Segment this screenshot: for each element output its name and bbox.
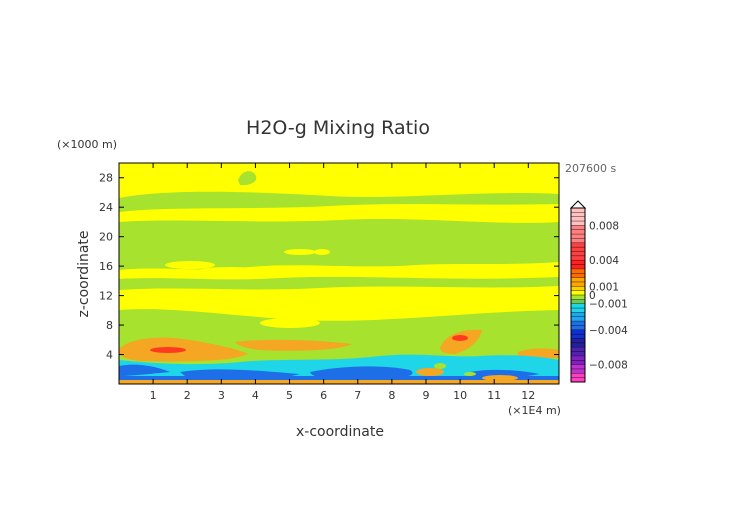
chart-title: H2O-g Mixing Ratio xyxy=(246,117,430,139)
colorbar-label: 0.001 xyxy=(589,281,619,293)
x-tick-label: 1 xyxy=(150,389,157,402)
colorbar-segment xyxy=(571,290,585,295)
x-unit-label: (×1E4 m) xyxy=(508,404,561,417)
colorbar-frame xyxy=(570,207,586,383)
y-tick-label: 20 xyxy=(99,231,113,244)
x-axis-label: x-coordinate xyxy=(296,424,384,440)
colorbar-label: 0.008 xyxy=(589,220,619,232)
y-tick-label: 28 xyxy=(99,172,113,185)
x-axis: 1 2 3 4 5 6 7 8 9 10 11 12 xyxy=(150,163,535,402)
x-tick-label: 3 xyxy=(218,389,225,402)
colorbar-label: 0.004 xyxy=(589,255,619,267)
x-tick-label: 12 xyxy=(521,389,535,402)
plot-frame xyxy=(118,162,560,385)
y-tick-label: 24 xyxy=(99,201,113,214)
red-cores xyxy=(150,335,468,353)
x-tick-label: 11 xyxy=(487,389,501,402)
y-unit-label: (×1000 m) xyxy=(57,138,117,151)
y-axis: 4 8 12 16 20 24 28 xyxy=(99,172,559,362)
y-tick-label: 16 xyxy=(99,260,113,273)
colorbar-label: −0.004 xyxy=(589,325,628,337)
surface-orange xyxy=(119,368,559,384)
time-label: 207600 s xyxy=(565,162,616,175)
x-tick-label: 5 xyxy=(286,389,293,402)
colorbar-label: 0 xyxy=(589,290,596,302)
colorbar-label: −0.008 xyxy=(589,360,628,372)
x-tick-label: 9 xyxy=(422,389,429,402)
x-tick-label: 10 xyxy=(453,389,467,402)
colorbar-label: −0.001 xyxy=(589,299,628,311)
yellow-islands xyxy=(165,249,385,328)
colorbar-segment xyxy=(571,299,585,304)
x-tick-label: 7 xyxy=(354,389,361,402)
x-tick-label: 8 xyxy=(388,389,395,402)
y-tick-label: 4 xyxy=(106,349,113,362)
surface-green xyxy=(434,363,476,376)
y-axis-label: z-coordinate xyxy=(76,230,92,317)
colorbar-overflow-arrow xyxy=(569,200,587,209)
y-tick-label: 8 xyxy=(106,319,113,332)
x-tick-label: 2 xyxy=(184,389,191,402)
x-tick-label: 4 xyxy=(252,389,259,402)
colorbar-segment xyxy=(571,286,585,291)
colorbar-segment xyxy=(571,295,585,300)
x-tick-label: 6 xyxy=(320,389,327,402)
plot-area xyxy=(119,163,559,384)
y-tick-label: 12 xyxy=(99,290,113,303)
